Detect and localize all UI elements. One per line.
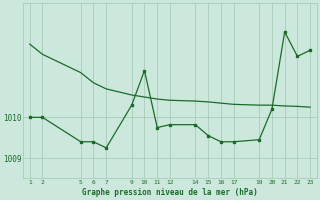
X-axis label: Graphe pression niveau de la mer (hPa): Graphe pression niveau de la mer (hPa) [82, 188, 258, 197]
